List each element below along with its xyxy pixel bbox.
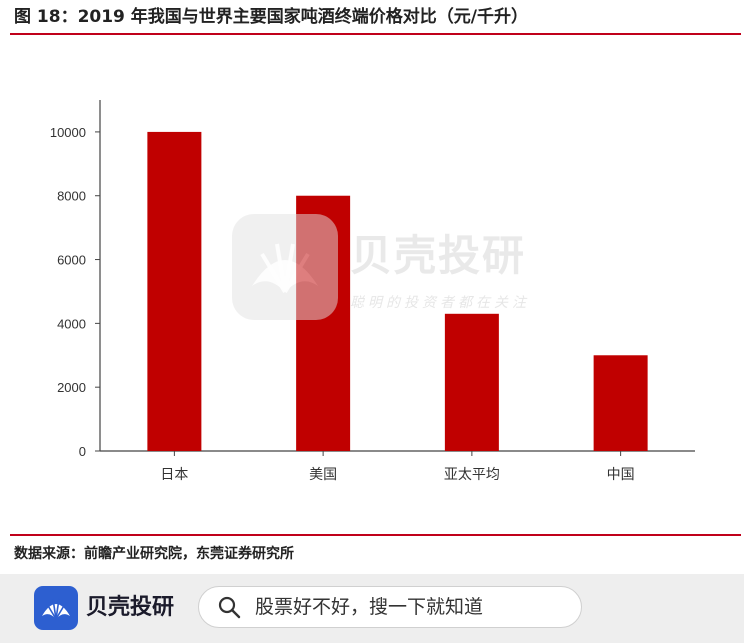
data-source-note: 数据来源：前瞻产业研究院，东莞证券研究所 (14, 546, 294, 562)
x-tick-label: 美国 (309, 467, 337, 483)
source-divider (10, 534, 741, 536)
bar-chart: 0 2000 4000 6000 8000 10000 日本 美国 亚太平均 中国 (50, 100, 695, 483)
search-input[interactable]: 股票好不好，搜一下就知道 (198, 586, 582, 628)
chart-title: 图 18：2019 年我国与世界主要国家吨酒终端价格对比（元/千升） (14, 7, 529, 27)
y-tick-label: 2000 (57, 380, 86, 395)
y-tick-label: 6000 (57, 253, 86, 268)
bar-0 (147, 131, 202, 451)
search-icon (217, 595, 241, 623)
bar-1 (296, 195, 351, 451)
y-tick-label: 10000 (50, 125, 86, 140)
x-tick-label: 中国 (607, 467, 635, 483)
y-tick-label: 0 (79, 444, 86, 459)
x-tick-label: 亚太平均 (444, 467, 500, 483)
x-tick-label: 日本 (160, 467, 188, 483)
bottom-bar: 贝壳投研 股票好不好，搜一下就知道 (0, 574, 744, 643)
title-divider (10, 33, 741, 35)
bar-3 (593, 355, 648, 451)
y-tick-label: 8000 (57, 189, 86, 204)
search-placeholder: 股票好不好，搜一下就知道 (255, 596, 484, 618)
shell-logo-icon[interactable] (34, 586, 78, 630)
brand-name[interactable]: 贝壳投研 (86, 595, 175, 620)
bar-2 (444, 313, 499, 451)
y-tick-label: 4000 (57, 316, 86, 331)
